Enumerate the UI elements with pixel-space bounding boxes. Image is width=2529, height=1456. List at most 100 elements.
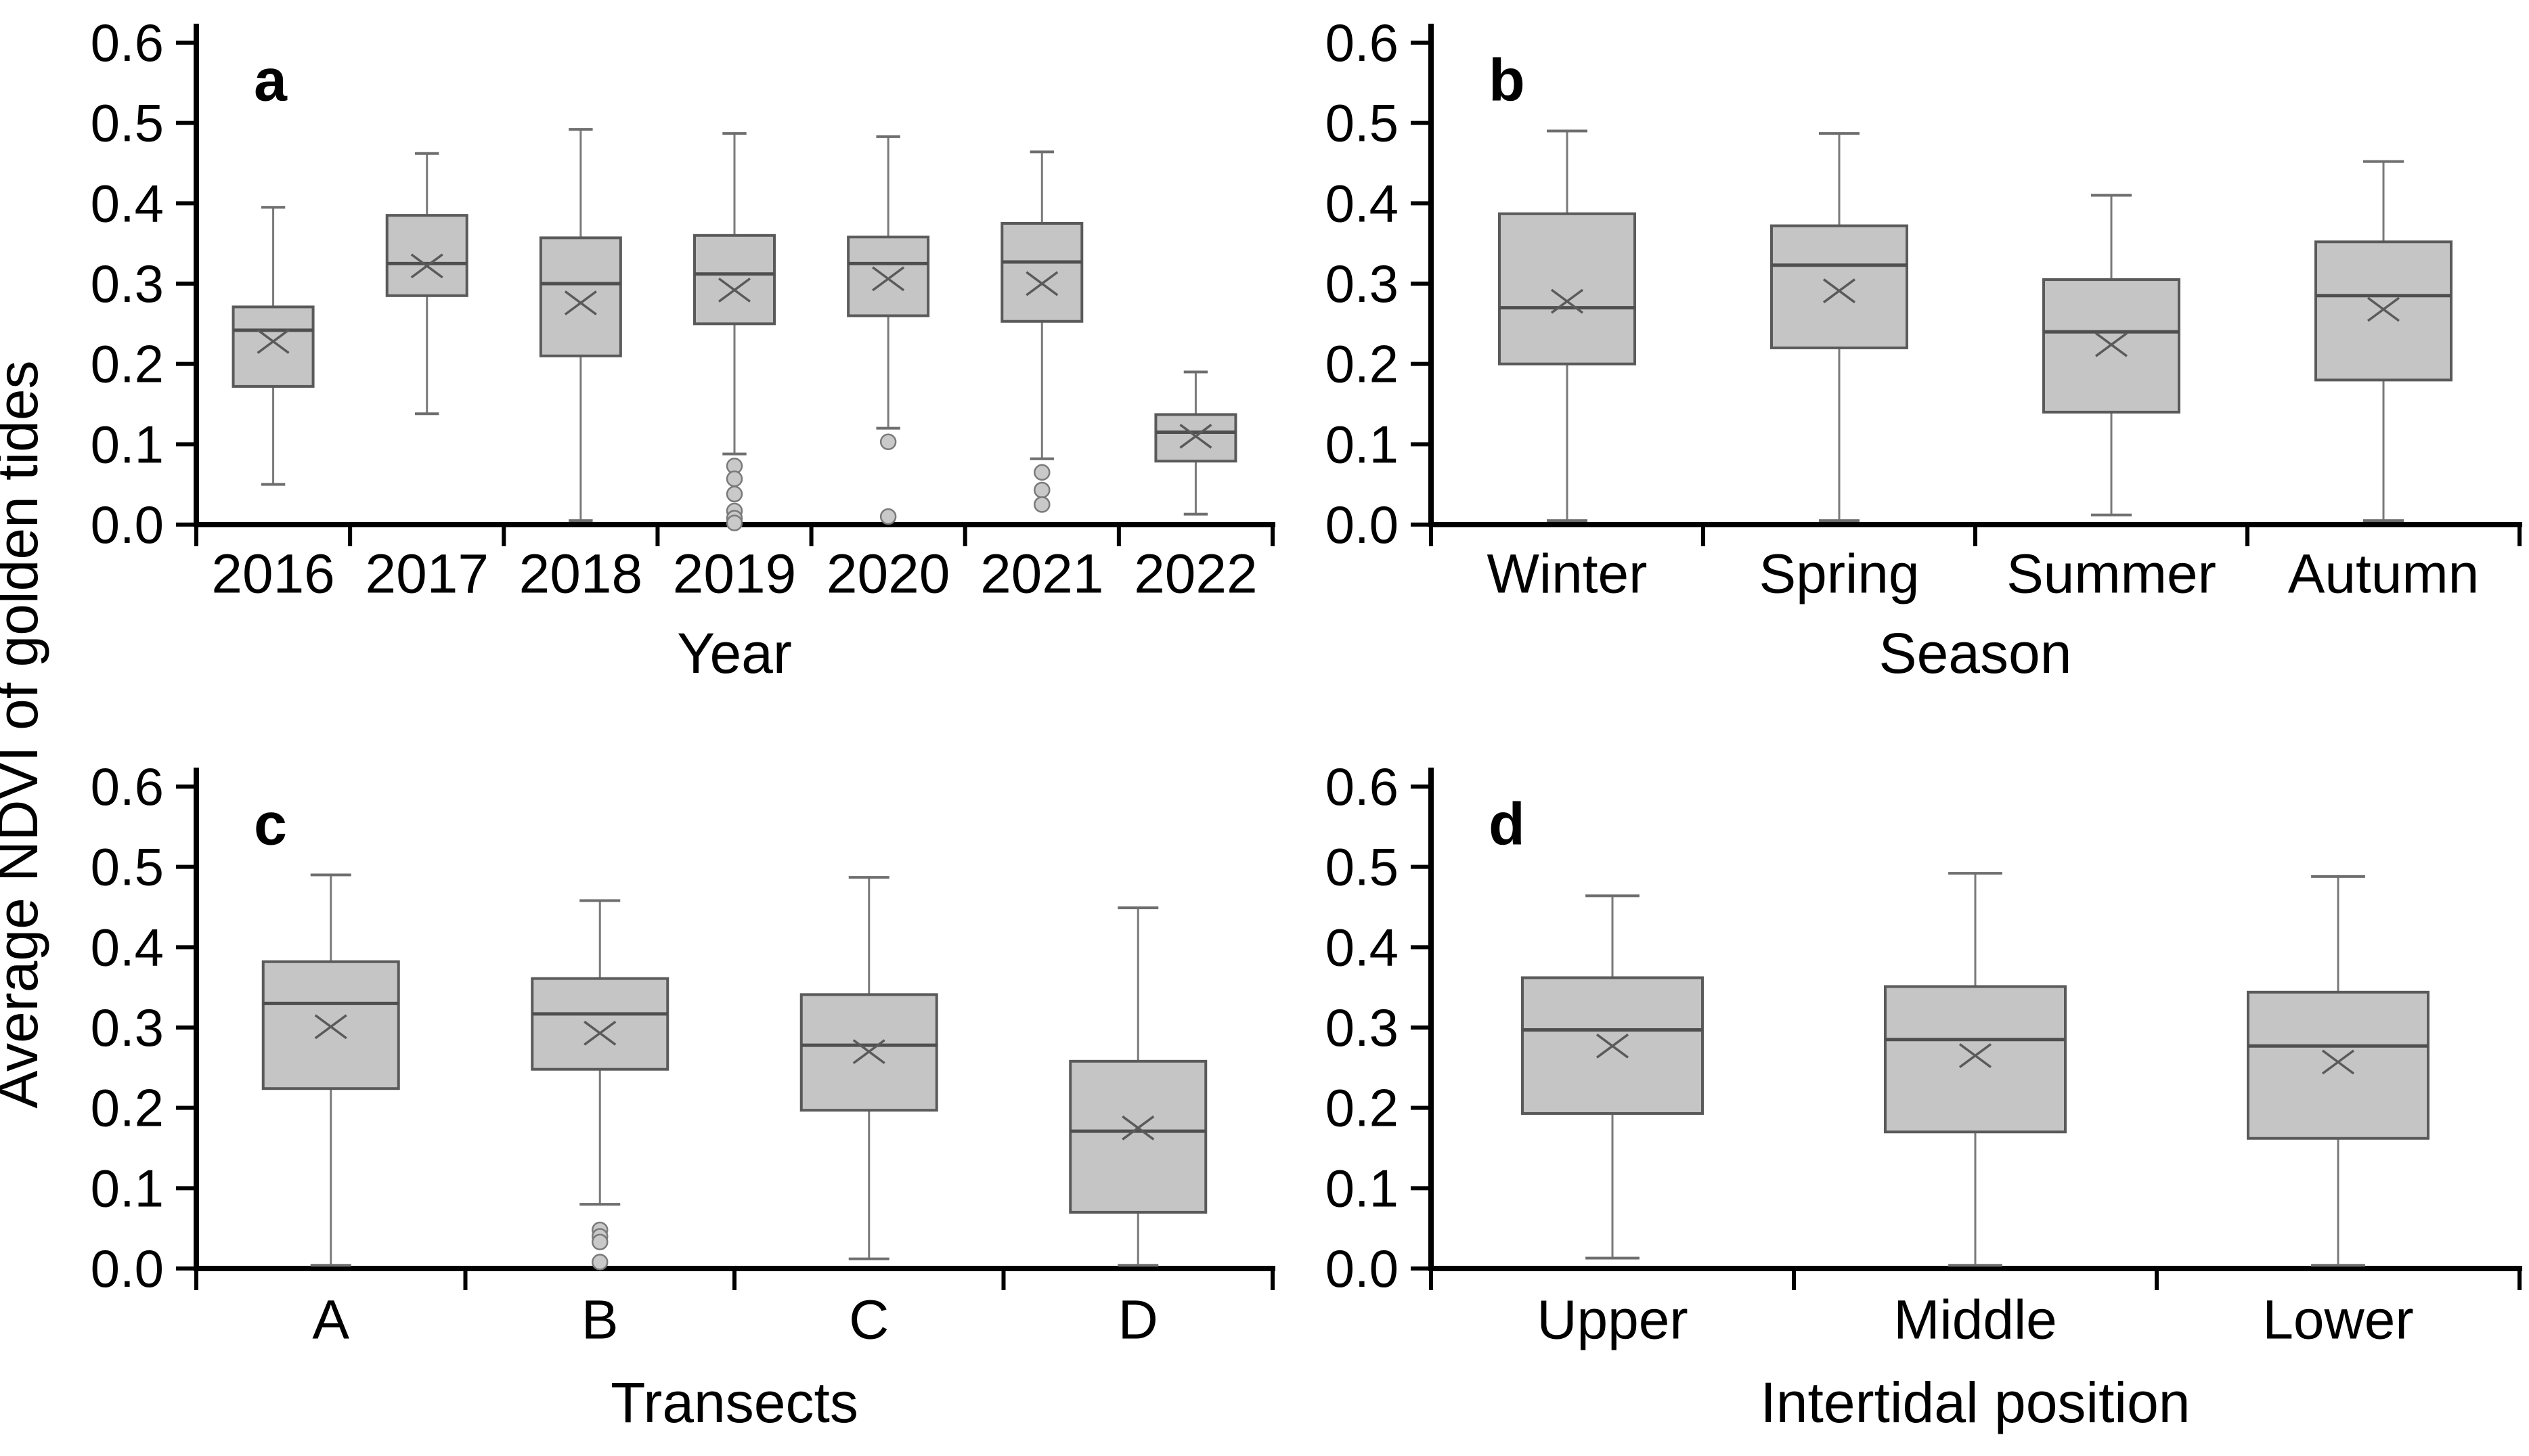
y-tick-label: 0.3	[91, 998, 164, 1057]
y-tick-label: 0.2	[1325, 1078, 1399, 1138]
iqr-box	[693, 234, 776, 326]
box-2016	[232, 206, 315, 486]
y-tick-label: 0.2	[91, 334, 164, 394]
outlier-point	[1034, 481, 1051, 499]
category-label: C	[849, 1289, 889, 1351]
y-tick-label: 0.2	[1325, 334, 1399, 394]
mean-marker	[564, 290, 597, 315]
x-axis-title: Season	[1879, 621, 2072, 685]
category-label: B	[581, 1289, 619, 1351]
category-label: Upper	[1537, 1289, 1688, 1351]
y-tick-label: 0.0	[91, 1239, 164, 1298]
panel-c: 0.0 0.1 0.2 0.3 0.4 0.5 0.6 c Transects A B C D	[91, 757, 1275, 1434]
outlier-point	[592, 1254, 609, 1271]
panel-letter-a: a	[254, 47, 288, 114]
mean-marker	[2321, 1049, 2355, 1075]
outlier-point	[592, 1233, 609, 1251]
box-2019	[693, 132, 776, 531]
category-label: D	[1118, 1289, 1158, 1351]
iqr-box	[539, 236, 622, 357]
box-autumn	[2314, 160, 2453, 523]
iqr-box	[385, 214, 468, 297]
y-tick-label: 0.6	[1325, 13, 1399, 72]
y-tick-label: 0.0	[91, 495, 164, 554]
iqr-box	[1498, 212, 1636, 366]
y-tick-label: 0.0	[1325, 495, 1399, 554]
category-label: 2019	[673, 544, 796, 605]
box-d	[1069, 906, 1208, 1267]
category-label: Summer	[2006, 544, 2216, 605]
mean-marker	[1550, 288, 1584, 314]
y-tick-label: 0.1	[91, 1158, 164, 1218]
box-winter	[1498, 129, 1636, 523]
iqr-box	[1069, 1059, 1208, 1214]
mean-marker	[1958, 1043, 1992, 1068]
mean-marker	[2094, 332, 2128, 357]
mean-marker	[872, 266, 905, 292]
box-middle	[1884, 872, 2067, 1267]
mean-marker	[314, 1014, 347, 1040]
y-tick-label: 0.4	[1325, 917, 1399, 977]
y-tick-label: 0.4	[91, 173, 164, 233]
y-tick-label: 0.3	[1325, 254, 1399, 313]
box-2022	[1154, 370, 1237, 516]
mean-marker	[410, 253, 443, 279]
x-axis-title: Year	[677, 621, 792, 685]
panel-letter-c: c	[254, 791, 287, 858]
y-tick-label: 0.0	[1325, 1239, 1399, 1298]
mean-marker	[1122, 1115, 1155, 1141]
iqr-box	[232, 305, 315, 388]
category-label: 2022	[1134, 544, 1257, 605]
y-tick-label: 0.4	[91, 917, 164, 977]
box-2021	[1000, 150, 1084, 513]
box-spring	[1770, 132, 1908, 523]
iqr-box	[2314, 240, 2453, 382]
category-label: Middle	[1893, 1289, 2057, 1351]
iqr-box	[847, 236, 930, 317]
mean-marker	[852, 1039, 885, 1065]
box-b	[531, 899, 669, 1271]
box-summer	[2042, 194, 2180, 516]
panel-letter-b: b	[1489, 47, 1525, 114]
y-tick-label: 0.1	[91, 414, 164, 474]
y-tick-label: 0.5	[91, 837, 164, 897]
panel-b: 0.0 0.1 0.2 0.3 0.4 0.5 0.6 b Season Winter Spring…	[1325, 13, 2522, 685]
y-tick-label: 0.6	[1325, 757, 1399, 816]
y-tick-label: 0.6	[91, 757, 164, 816]
y-tick-label: 0.2	[91, 1078, 164, 1138]
y-tick-label: 0.5	[1325, 837, 1399, 897]
mean-marker	[584, 1020, 617, 1046]
iqr-box	[1000, 222, 1084, 323]
box-upper	[1521, 894, 1704, 1260]
mean-marker	[2367, 296, 2400, 322]
y-axis-title: Average NDVI of golden tides	[0, 360, 49, 1108]
outlier-point	[879, 433, 897, 451]
outlier-point	[1034, 464, 1051, 481]
category-label: Spring	[1759, 544, 1919, 605]
mean-marker	[1596, 1033, 1629, 1059]
category-label: Autumn	[2288, 544, 2480, 605]
y-tick-label: 0.5	[1325, 93, 1399, 153]
outlier-point	[1034, 496, 1051, 513]
iqr-box	[261, 960, 400, 1090]
category-label: 2020	[827, 544, 950, 605]
box-2020	[847, 135, 930, 525]
panel-letter-d: d	[1489, 791, 1525, 858]
y-tick-label: 0.6	[91, 13, 164, 72]
category-label: 2017	[366, 544, 489, 605]
box-2018	[539, 128, 622, 523]
panel-d: 0.0 0.1 0.2 0.3 0.4 0.5 0.6 d Intertidal positio…	[1325, 757, 2522, 1434]
y-tick-label: 0.5	[91, 93, 164, 153]
y-tick-label: 0.1	[1325, 1158, 1399, 1218]
mean-marker	[1026, 271, 1059, 296]
category-label: 2018	[519, 544, 642, 605]
box-2017	[385, 152, 468, 416]
mean-marker	[257, 329, 290, 354]
y-tick-label: 0.3	[1325, 998, 1399, 1057]
category-label: 2016	[211, 544, 334, 605]
category-label: Winter	[1487, 544, 1648, 605]
mean-marker	[718, 278, 751, 303]
iqr-box	[2247, 990, 2429, 1140]
